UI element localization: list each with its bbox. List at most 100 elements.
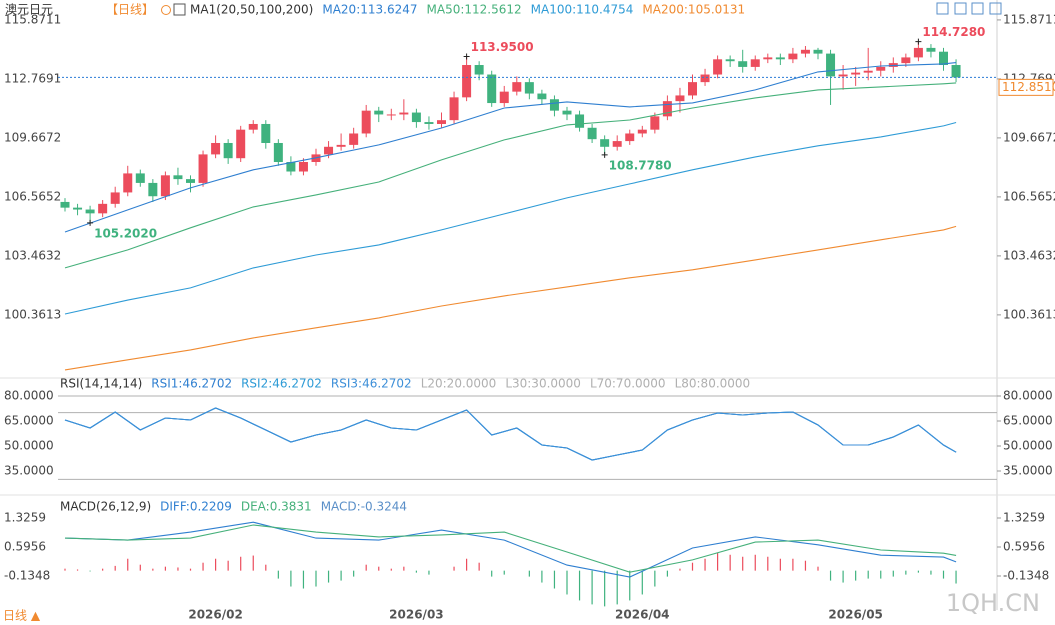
macd-bar xyxy=(503,570,505,575)
candle-body xyxy=(324,146,334,155)
x-tick-label: 2026/05 xyxy=(828,608,882,622)
y-tick-label: 35.0000 xyxy=(1003,464,1053,478)
candle-body xyxy=(261,123,271,143)
y-tick-label: 35.0000 xyxy=(4,464,54,478)
y-tick-label: 100.3613 xyxy=(1003,307,1055,321)
macd-bar xyxy=(340,570,342,581)
legend-item: RSI3:46.2702 xyxy=(331,377,412,391)
period-icon[interactable] xyxy=(161,5,171,15)
candle-body xyxy=(248,123,258,130)
macd-bar xyxy=(215,558,217,571)
macd-bar xyxy=(177,567,179,571)
legend-item: MACD(26,12,9) xyxy=(60,500,151,514)
candle-body xyxy=(386,114,396,116)
legend-item: DEA:0.3831 xyxy=(241,500,312,514)
macd-bar xyxy=(880,570,882,579)
series-line xyxy=(64,521,957,578)
macd-bar xyxy=(717,552,719,571)
extreme-label: 113.9500 xyxy=(471,40,534,54)
candle-body xyxy=(600,139,610,147)
tool-button[interactable] xyxy=(954,2,967,15)
macd-bar xyxy=(930,570,932,575)
candle-body xyxy=(374,110,384,115)
candle-body xyxy=(411,112,421,123)
macd-bar xyxy=(666,570,668,577)
candle-body xyxy=(437,120,446,124)
macd-bar xyxy=(478,562,480,571)
x-tick-label: 2026/03 xyxy=(389,608,443,622)
y-tick-label: 109.6672 xyxy=(1003,130,1055,144)
macd-bar xyxy=(227,560,229,571)
macd-bar xyxy=(867,570,869,579)
macd-bar xyxy=(202,562,204,571)
legend-item: L30:30.0000 xyxy=(505,377,581,391)
candle-body xyxy=(110,192,120,204)
macd-bar xyxy=(528,570,530,577)
candle-body xyxy=(662,101,672,117)
macd-bar xyxy=(315,570,317,587)
macd-bar xyxy=(616,570,618,605)
candle-body xyxy=(888,63,898,67)
macd-bar xyxy=(892,570,894,577)
candle-body xyxy=(60,201,70,208)
series-line xyxy=(64,524,957,573)
period[interactable]: 【日线】 xyxy=(106,3,154,17)
macd-bar xyxy=(917,570,919,573)
candle-body xyxy=(499,91,509,104)
series-line xyxy=(64,121,957,315)
tool-button[interactable] xyxy=(936,2,949,15)
candle-body xyxy=(474,65,484,75)
candle-body xyxy=(361,110,371,134)
series-line xyxy=(64,225,957,371)
y-tick-label: 65.0000 xyxy=(1003,414,1053,428)
macd-bar xyxy=(453,566,455,571)
x-tick-label: 2026/04 xyxy=(615,608,669,622)
macd-bar xyxy=(691,562,694,571)
series-line xyxy=(64,62,957,233)
candle-body xyxy=(286,162,296,172)
candle-body xyxy=(901,57,911,64)
macd-bar xyxy=(905,570,907,575)
legend-item: L80:80.0000 xyxy=(675,377,751,391)
y-tick-label: 80.0000 xyxy=(4,389,54,403)
candle-body xyxy=(738,61,748,67)
macd-bar xyxy=(566,570,568,595)
extreme-marker xyxy=(463,53,470,60)
macd-bar xyxy=(679,568,681,571)
macd-bar xyxy=(390,568,392,571)
tool-button[interactable] xyxy=(971,2,984,15)
candle-body xyxy=(876,66,886,71)
candle-body xyxy=(826,53,836,77)
extreme-marker xyxy=(601,151,608,158)
plot-area xyxy=(60,41,961,371)
macd-bar xyxy=(152,568,154,571)
period-button[interactable]: 日线 ▲ xyxy=(3,609,41,623)
legend-item: MA1(20,50,100,200) xyxy=(190,3,313,17)
tool-button[interactable] xyxy=(989,2,1002,15)
candle-body xyxy=(211,142,221,155)
last-price-label: 112.8510 xyxy=(1002,80,1055,94)
macd-bar xyxy=(302,570,305,589)
candle-body xyxy=(549,99,559,111)
legend-item: MA100:110.4754 xyxy=(531,3,634,17)
macd-bar xyxy=(365,564,367,571)
macd-bar xyxy=(265,564,267,571)
candle-body xyxy=(675,95,685,102)
macd-bar xyxy=(553,570,556,589)
macd-bar xyxy=(817,566,819,571)
candle-body xyxy=(562,110,572,115)
candle-body xyxy=(951,65,961,78)
y-tick-label: 0.5956 xyxy=(4,539,46,553)
series-line xyxy=(64,82,957,269)
legend-item: RSI2:46.2702 xyxy=(241,377,322,391)
macd-bar xyxy=(353,570,355,577)
candle-body xyxy=(939,51,948,66)
candle-body xyxy=(587,127,597,140)
candle-body xyxy=(349,133,359,145)
extreme-label: 114.7280 xyxy=(922,25,985,39)
indicator-icon[interactable] xyxy=(173,3,186,16)
macd-bar xyxy=(578,570,581,601)
